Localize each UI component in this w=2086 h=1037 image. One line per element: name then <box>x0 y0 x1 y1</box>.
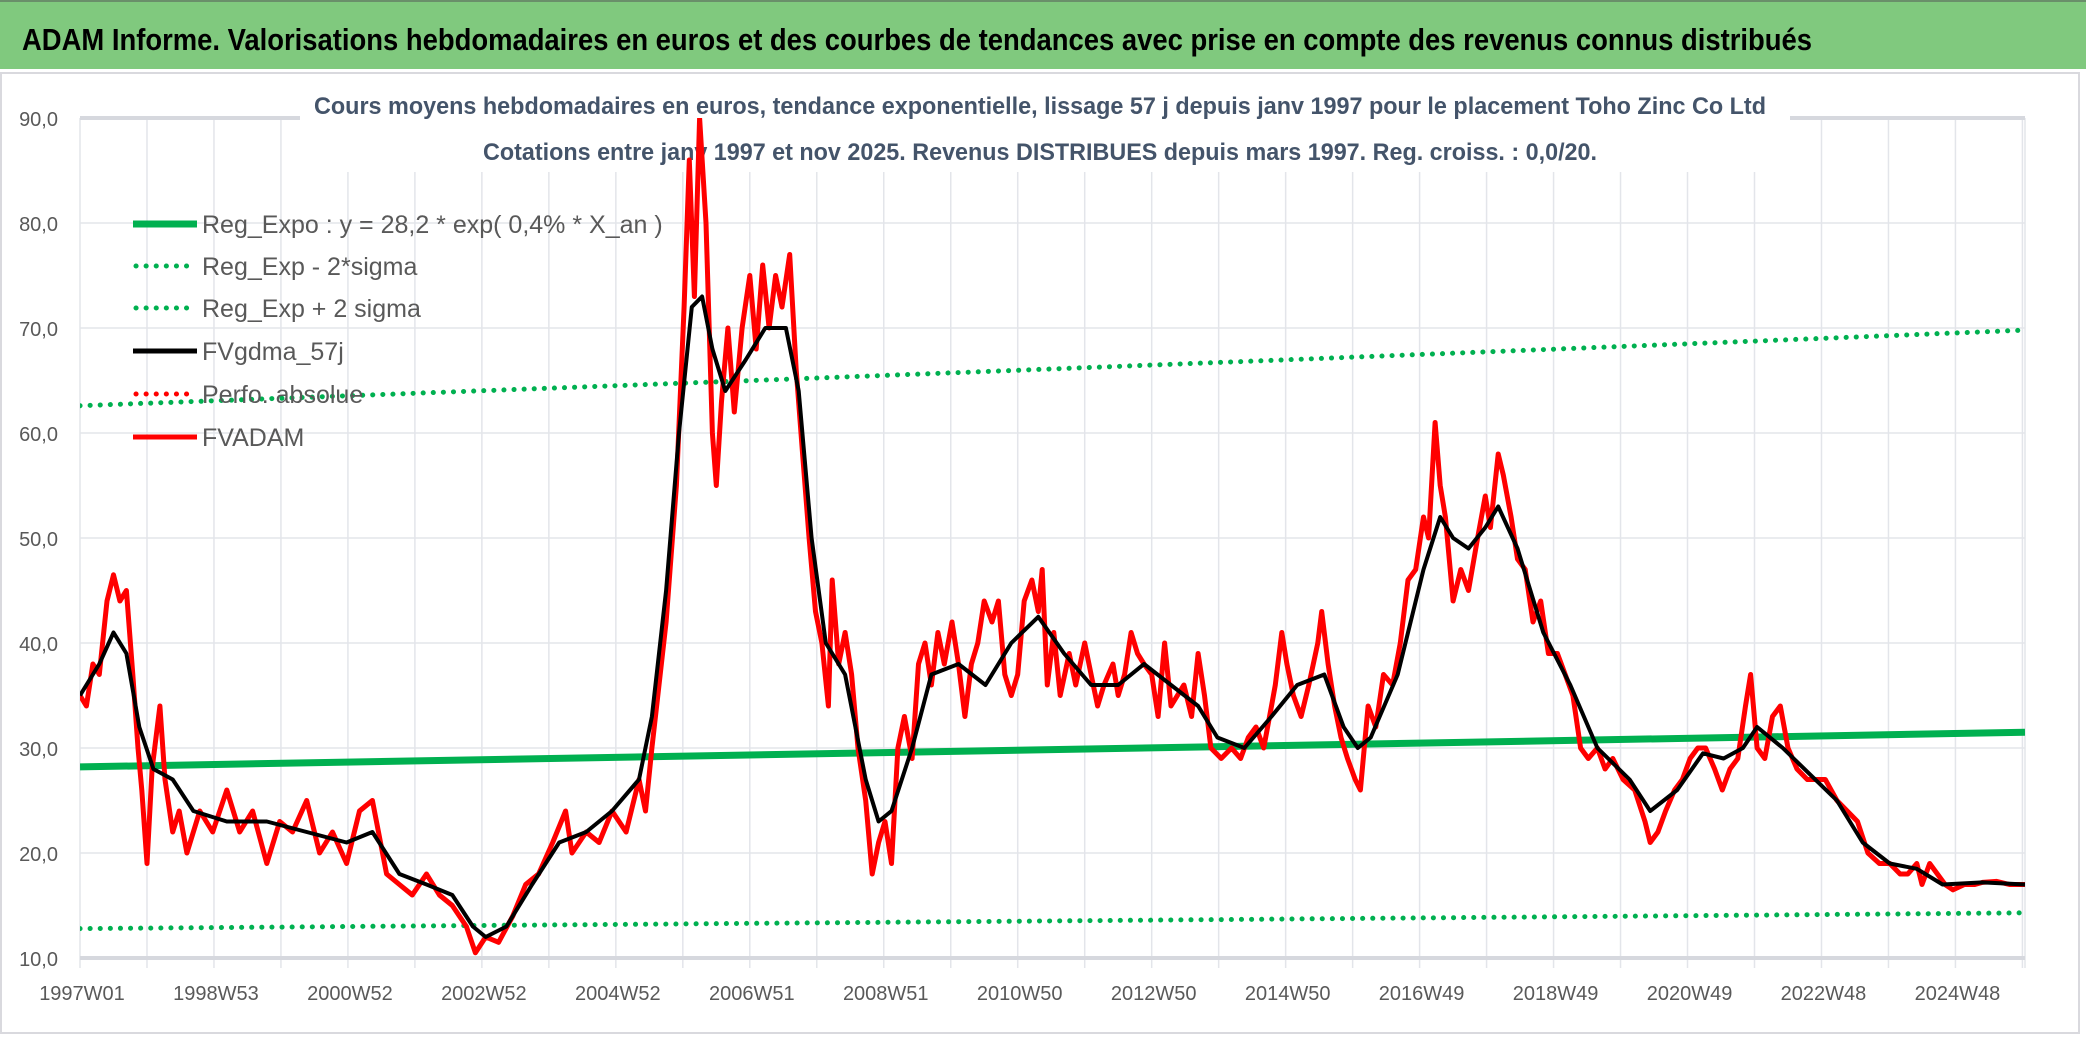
legend-entry: Reg_Expo : y = 28,2 * exp( 0,4% * X_an ) <box>133 211 663 239</box>
series-reg-expo <box>80 728 2025 771</box>
x-tick-label: 1997W01 <box>39 983 125 1005</box>
x-tick-label: 2016W49 <box>1379 983 1465 1005</box>
report-title: ADAM Informe. Valorisations hebdomadaire… <box>22 22 1812 57</box>
x-tick-label: 2012W50 <box>1111 983 1197 1005</box>
legend: Reg_Expo : y = 28,2 * exp( 0,4% * X_an )… <box>133 211 663 452</box>
chart-title: Cours moyens hebdomadaires en euros, ten… <box>314 93 1766 120</box>
series-fvgdma-57j <box>80 294 2025 939</box>
y-tick-label: 30,0 <box>19 739 58 761</box>
x-tick-label: 2018W49 <box>1513 983 1599 1005</box>
legend-label: Reg_Exp - 2*sigma <box>202 253 417 281</box>
legend-label: Reg_Expo : y = 28,2 * exp( 0,4% * X_an ) <box>202 211 663 239</box>
series-layer <box>80 118 2025 956</box>
legend-label: FVgdma_57j <box>202 338 344 366</box>
y-tick-label: 80,0 <box>19 214 58 236</box>
title-background <box>300 82 1790 172</box>
y-tick-label: 10,0 <box>19 949 58 971</box>
x-tick-label: 2014W50 <box>1245 983 1331 1005</box>
report-header-svg: ADAM Informe. Valorisations hebdomadaire… <box>22 22 1812 57</box>
x-tick-label: 2008W51 <box>843 983 929 1005</box>
legend-label: Perfo. absolue <box>202 381 363 409</box>
y-axis: 10,0 20,0 30,0 40,0 50,0 60,0 70,0 80,0 90,0 <box>19 109 58 971</box>
y-tick-label: 90,0 <box>19 109 58 131</box>
x-tick-label: 2000W52 <box>307 983 393 1005</box>
y-tick-label: 40,0 <box>19 634 58 656</box>
chart-subtitle: Cotations entre janv 1997 et nov 2025. R… <box>483 139 1597 166</box>
x-tick-label: 2010W50 <box>977 983 1063 1005</box>
x-tick-label: 2006W51 <box>709 983 795 1005</box>
series-reg-exp-2-sigma <box>80 327 2025 409</box>
y-tick-label: 60,0 <box>19 424 58 446</box>
x-tick-label: 2020W49 <box>1647 983 1733 1005</box>
legend-entry: Reg_Exp - 2*sigma <box>133 253 417 281</box>
series-reg-exp-2-sigma <box>80 910 2025 932</box>
legend-entry: Reg_Exp + 2 sigma <box>133 295 421 323</box>
legend-entry: FVgdma_57j <box>133 338 344 366</box>
x-tick-label: 2004W52 <box>575 983 661 1005</box>
series-fvadam <box>80 118 2025 956</box>
legend-entry: FVADAM <box>133 424 304 452</box>
x-axis: 1997W01 1998W53 2000W52 2002W52 2004W52 2006W… <box>39 983 2000 1005</box>
grid <box>79 116 2026 968</box>
legend-label: Reg_Exp + 2 sigma <box>202 295 421 323</box>
x-tick-label: 2002W52 <box>441 983 527 1005</box>
legend-label: FVADAM <box>202 424 304 452</box>
y-tick-label: 50,0 <box>19 529 58 551</box>
x-tick-label: 2024W48 <box>1915 983 2001 1005</box>
x-tick-label: 1998W53 <box>173 983 259 1005</box>
chart-frame <box>0 72 2080 1034</box>
report-header: ADAM Informe. Valorisations hebdomadaire… <box>0 0 2086 69</box>
y-tick-label: 70,0 <box>19 319 58 341</box>
y-tick-label: 20,0 <box>19 844 58 866</box>
x-tick-label: 2022W48 <box>1781 983 1867 1005</box>
legend-entry: Perfo. absolue <box>133 381 363 409</box>
